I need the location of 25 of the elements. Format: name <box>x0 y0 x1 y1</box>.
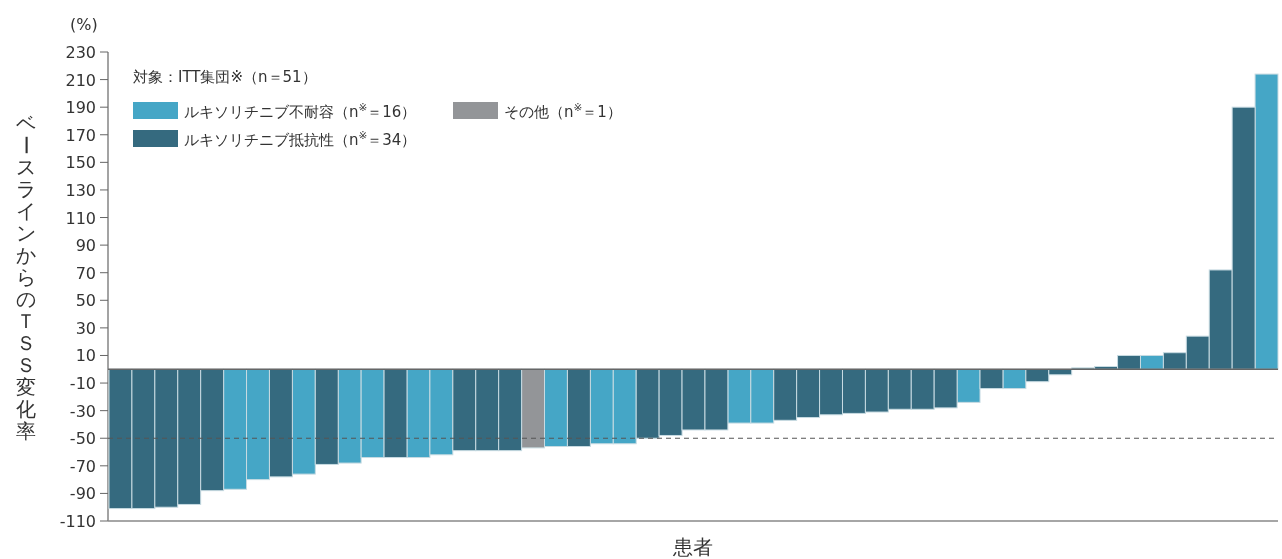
text: (%) <box>70 15 98 34</box>
text: ベースラインからのＴＳＳ変化率 <box>14 111 38 443</box>
y-tick-label: 170 <box>65 125 96 145</box>
y-tick-label: 50 <box>75 291 96 311</box>
y-tick-label: -90 <box>69 484 96 504</box>
legend-title: 対象：ITT集団※（n＝51） <box>133 68 317 86</box>
y-tick-label: 70 <box>75 263 96 283</box>
y-tick-label: -50 <box>69 429 96 449</box>
y-tick-label: 90 <box>75 236 96 256</box>
y-tick-label: 230 <box>65 43 96 62</box>
y-tick-label: 30 <box>75 318 96 338</box>
y-tick-label: 190 <box>65 98 96 118</box>
x-axis-title: 患者 <box>672 535 713 559</box>
y-tick-label: -10 <box>69 374 96 394</box>
y-tick-label: 210 <box>65 70 96 90</box>
legend-label: ルキソリチニブ抵抗性（n$^{※}$＝34） <box>184 129 417 149</box>
legend-label: その他（n$^{※}$＝1） <box>504 101 622 121</box>
y-tick-label: 150 <box>65 153 96 173</box>
legend-label: ルキソリチニブ不耐容（n$^{※}$＝16） <box>184 101 417 121</box>
y-tick-label: 10 <box>75 346 96 366</box>
y-tick-label: 110 <box>65 208 96 228</box>
y-tick-label: -30 <box>69 401 96 421</box>
y-tick-label: 130 <box>65 180 96 200</box>
y-tick-label: -110 <box>59 512 96 531</box>
y-tick-label: -70 <box>69 456 96 476</box>
